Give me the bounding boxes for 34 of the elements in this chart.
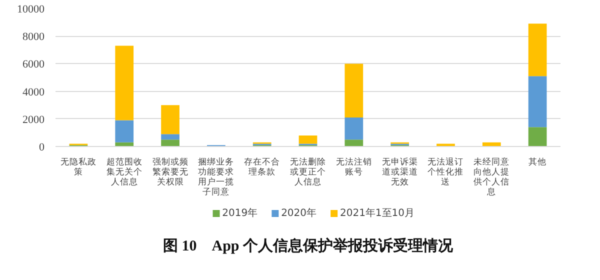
- x-tick-label: 无法删除或更正个人信息: [290, 156, 326, 188]
- bar: [528, 76, 547, 128]
- x-tick-label: 无申诉渠道或渠道无效: [382, 156, 418, 188]
- bar: [528, 24, 547, 76]
- bar: [161, 140, 180, 146]
- bar: [115, 120, 134, 142]
- y-tick-label: 4000: [22, 86, 45, 98]
- x-tick-label: 未经同意向他人提供个人信息: [474, 156, 510, 198]
- x-tick-label: 超范围收集无关个人信息: [106, 156, 142, 188]
- x-tick-label: 捆绑业务功能要求用户一揽子同意: [198, 156, 234, 198]
- y-tick-label: 6000: [22, 58, 45, 71]
- bar: [161, 105, 180, 134]
- bar: [528, 127, 547, 146]
- text: 图 10 App 个人信息保护举报投诉受理情况: [162, 236, 454, 254]
- bar: [298, 135, 318, 144]
- legend-label: 2020年: [281, 207, 317, 219]
- x-tick-label: 存在不合理条款: [244, 156, 280, 178]
- y-tick-label: 0: [39, 142, 45, 154]
- legend-label: 2021年1至10月: [340, 207, 415, 219]
- x-tick-label: 无隐私政策: [60, 156, 96, 178]
- bar: [344, 140, 364, 146]
- y-tick-label: 10000: [17, 4, 45, 16]
- x-tick-label: 无法退订个性化推送: [428, 156, 464, 188]
- x-tick-label: 强制或频繁索要无关权限: [152, 156, 188, 188]
- bar: [161, 134, 180, 140]
- x-tick-label: 无法注销账号: [336, 156, 372, 178]
- bar: [344, 118, 364, 140]
- x-tick-label: 其他: [528, 156, 547, 168]
- bar: [436, 144, 455, 146]
- y-tick-label: 8000: [22, 31, 45, 44]
- y-tick-label: 2000: [22, 114, 45, 126]
- legend-label: 2019年: [222, 207, 258, 219]
- bar: [115, 46, 134, 120]
- bar: [344, 64, 364, 118]
